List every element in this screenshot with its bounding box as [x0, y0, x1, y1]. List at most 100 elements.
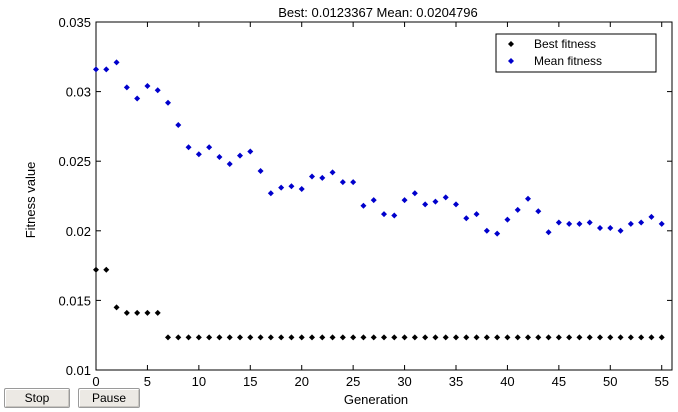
axis-ticks: 0 5 10 15 20 25 30 35 40 45 50 55 0.01 0.015 0.02 0.025… [58, 15, 672, 389]
legend-mean-marker [508, 58, 514, 64]
best-fitness-point [93, 266, 99, 273]
mean-fitness-point [442, 194, 449, 201]
mean-fitness-point [113, 59, 120, 66]
stop-button[interactable]: Stop [4, 388, 70, 408]
mean-fitness-point [411, 190, 418, 197]
y-tick-label: 0.035 [58, 15, 91, 30]
mean-fitness-point [566, 220, 573, 227]
mean-fitness-point [381, 211, 387, 218]
mean-fitness-point [154, 87, 161, 94]
mean-fitness-point [597, 225, 603, 232]
mean-fitness-point [144, 83, 151, 90]
best-fitness-point [113, 304, 120, 311]
mean-fitness-point [175, 122, 182, 129]
mean-fitness-point [123, 84, 130, 91]
best-fitness-point [329, 334, 336, 341]
best-fitness-point [185, 334, 192, 341]
best-fitness-point [473, 334, 480, 341]
best-fitness-point [607, 334, 614, 341]
mean-fitness-point [391, 212, 398, 219]
mean-fitness-point [298, 186, 305, 193]
best-fitness-point [658, 334, 665, 341]
mean-fitness-point [288, 183, 295, 190]
y-tick-label: 0.015 [58, 293, 91, 308]
mean-fitness-point [617, 227, 624, 234]
best-fitness-point [175, 334, 182, 341]
best-fitness-point [195, 334, 202, 341]
mean-fitness-point [206, 144, 213, 151]
best-fitness-point [535, 334, 542, 341]
mean-fitness-point [103, 66, 110, 73]
mean-fitness-point [278, 184, 285, 191]
mean-fitness-point [555, 219, 562, 226]
best-fitness-point [576, 334, 583, 341]
best-fitness-point [453, 334, 459, 341]
best-fitness-point [257, 334, 264, 341]
mean-fitness-point [473, 211, 480, 218]
mean-fitness-point [494, 230, 501, 237]
mean-fitness-point [93, 66, 99, 73]
mean-fitness-point [422, 201, 429, 208]
best-fitness-point [597, 334, 603, 341]
best-fitness-point [267, 334, 274, 341]
best-fitness-point [206, 334, 213, 341]
mean-fitness-point [535, 208, 542, 215]
best-fitness-point [319, 334, 326, 341]
mean-fitness-point [658, 220, 665, 227]
mean-fitness-point [257, 167, 264, 174]
best-fitness-point [144, 309, 151, 316]
mean-fitness-point [267, 190, 274, 197]
x-tick-label: 55 [654, 374, 668, 389]
mean-fitness-series [93, 59, 665, 237]
mean-fitness-point [339, 179, 346, 186]
mean-fitness-point [453, 201, 459, 208]
x-tick-label: 10 [192, 374, 206, 389]
plot-area [95, 21, 673, 371]
y-tick-label: 0.03 [66, 85, 91, 100]
best-fitness-point [617, 334, 624, 341]
best-fitness-series [93, 266, 665, 341]
best-fitness-point [401, 334, 408, 341]
best-fitness-point [350, 334, 357, 341]
mean-fitness-point [401, 197, 408, 204]
best-fitness-point [545, 334, 552, 341]
mean-fitness-point [195, 151, 202, 158]
y-tick-label: 0.02 [66, 224, 91, 239]
mean-fitness-point [607, 225, 614, 232]
best-fitness-point [494, 334, 501, 341]
best-fitness-point [309, 334, 315, 341]
best-fitness-point [555, 334, 562, 341]
best-fitness-point [154, 309, 161, 316]
mean-fitness-point [226, 160, 233, 167]
best-fitness-point [586, 334, 593, 341]
best-fitness-point [123, 309, 130, 316]
mean-fitness-point [319, 174, 326, 181]
mean-fitness-point [576, 220, 583, 227]
best-fitness-point [504, 334, 511, 341]
x-tick-label: 15 [243, 374, 257, 389]
mean-fitness-point [309, 173, 315, 180]
x-tick-label: 25 [346, 374, 360, 389]
mean-fitness-point [237, 152, 243, 159]
x-tick-label: 50 [603, 374, 617, 389]
best-fitness-point [339, 334, 346, 341]
mean-fitness-point [525, 195, 531, 202]
best-fitness-point [391, 334, 398, 341]
mean-fitness-point [370, 197, 377, 204]
best-fitness-point [216, 334, 223, 341]
legend-mean-label: Mean fitness [534, 54, 602, 68]
mean-fitness-point [627, 220, 634, 227]
x-tick-label: 45 [552, 374, 566, 389]
mean-fitness-point [648, 213, 655, 220]
chart-title: Best: 0.0123367 Mean: 0.0204796 [278, 5, 478, 20]
x-tick-label: 30 [397, 374, 411, 389]
mean-fitness-point [185, 144, 192, 151]
mean-fitness-point [329, 169, 336, 176]
best-fitness-point [463, 334, 470, 341]
pause-button[interactable]: Pause [78, 388, 140, 408]
best-fitness-point [627, 334, 634, 341]
mean-fitness-point [514, 206, 521, 213]
x-tick-label: 35 [449, 374, 463, 389]
best-fitness-point [483, 334, 490, 341]
best-fitness-point [422, 334, 429, 341]
